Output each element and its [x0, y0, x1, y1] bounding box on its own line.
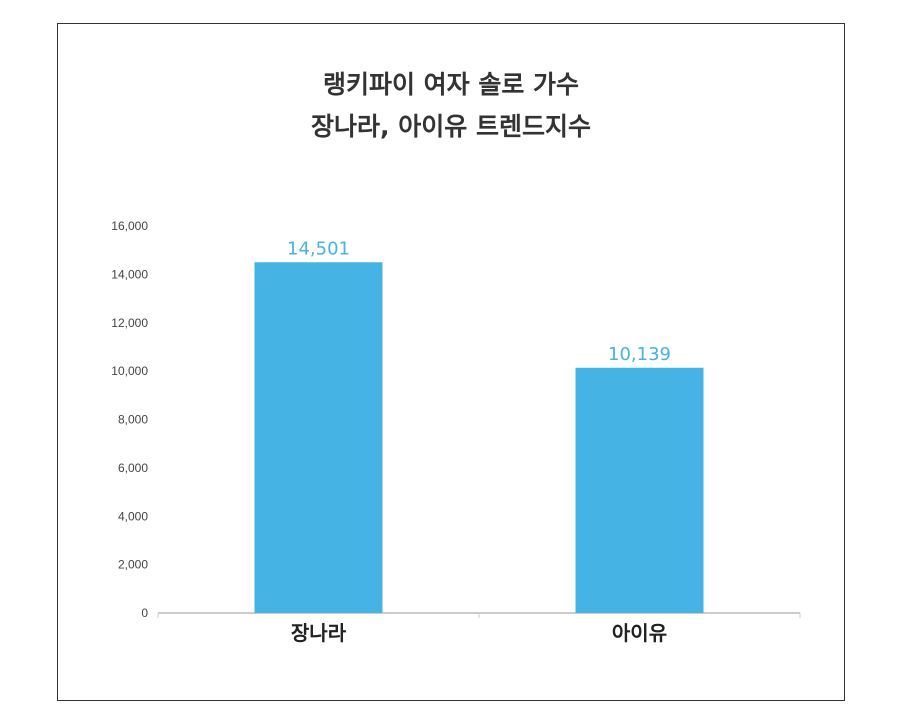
y-tick-label: 10,000: [111, 364, 148, 378]
y-tick-label: 12,000: [111, 316, 148, 330]
chart-frame: 랭키파이 여자 솔로 가수 장나라, 아이유 트렌드지수: [57, 23, 845, 701]
data-label: 14,501: [287, 238, 350, 259]
data-label: 10,139: [608, 344, 671, 365]
y-tick-label: 14,000: [111, 267, 148, 281]
x-tick-label: 장나라: [291, 621, 347, 645]
chart-title: 랭키파이 여자 솔로 가수 장나라, 아이유 트렌드지수: [58, 64, 844, 148]
chart-title-line-1: 랭키파이 여자 솔로 가수: [322, 70, 580, 99]
y-tick-label: 6,000: [118, 461, 148, 475]
y-tick-label: 8,000: [118, 413, 148, 427]
y-tick-label: 4,000: [118, 509, 148, 523]
y-tick-label: 0: [141, 606, 148, 620]
x-tick-label: 아이유: [612, 621, 667, 645]
y-tick-label: 16,000: [111, 219, 148, 233]
y-tick-label: 2,000: [118, 558, 148, 572]
bar: [575, 367, 704, 613]
chart-title-line-2: 장나라, 아이유 트렌드지수: [311, 112, 591, 141]
bar: [254, 262, 383, 613]
